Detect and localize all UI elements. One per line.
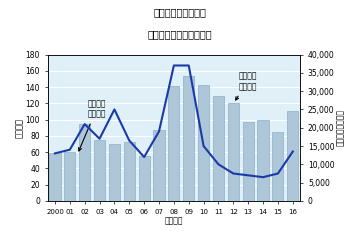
Bar — [257, 120, 269, 201]
Bar — [94, 140, 105, 201]
Text: 新車・中古車小売業: 新車・中古車小売業 — [154, 7, 206, 17]
Bar — [183, 77, 194, 201]
Bar — [153, 130, 165, 201]
Bar — [198, 85, 209, 201]
Bar — [49, 153, 60, 201]
Bar — [287, 111, 298, 201]
Bar — [273, 132, 283, 201]
X-axis label: （年度）: （年度） — [165, 216, 183, 225]
Bar — [109, 144, 120, 201]
Bar — [64, 152, 75, 201]
Text: 負債総額
（右軸）: 負債総額 （右軸） — [78, 99, 106, 151]
Bar — [79, 124, 90, 201]
Bar — [228, 103, 239, 201]
Bar — [243, 122, 254, 201]
Bar — [213, 96, 224, 201]
Bar — [124, 142, 135, 201]
Text: 倒産件数
（左軸）: 倒産件数 （左軸） — [235, 72, 257, 100]
Bar — [168, 86, 179, 201]
Y-axis label: （件数）: （件数） — [15, 118, 24, 138]
Bar — [139, 156, 150, 201]
Y-axis label: （単位：百万円）: （単位：百万円） — [336, 109, 345, 146]
Text: 倒産件数・負債総額推移: 倒産件数・負債総額推移 — [148, 29, 212, 39]
